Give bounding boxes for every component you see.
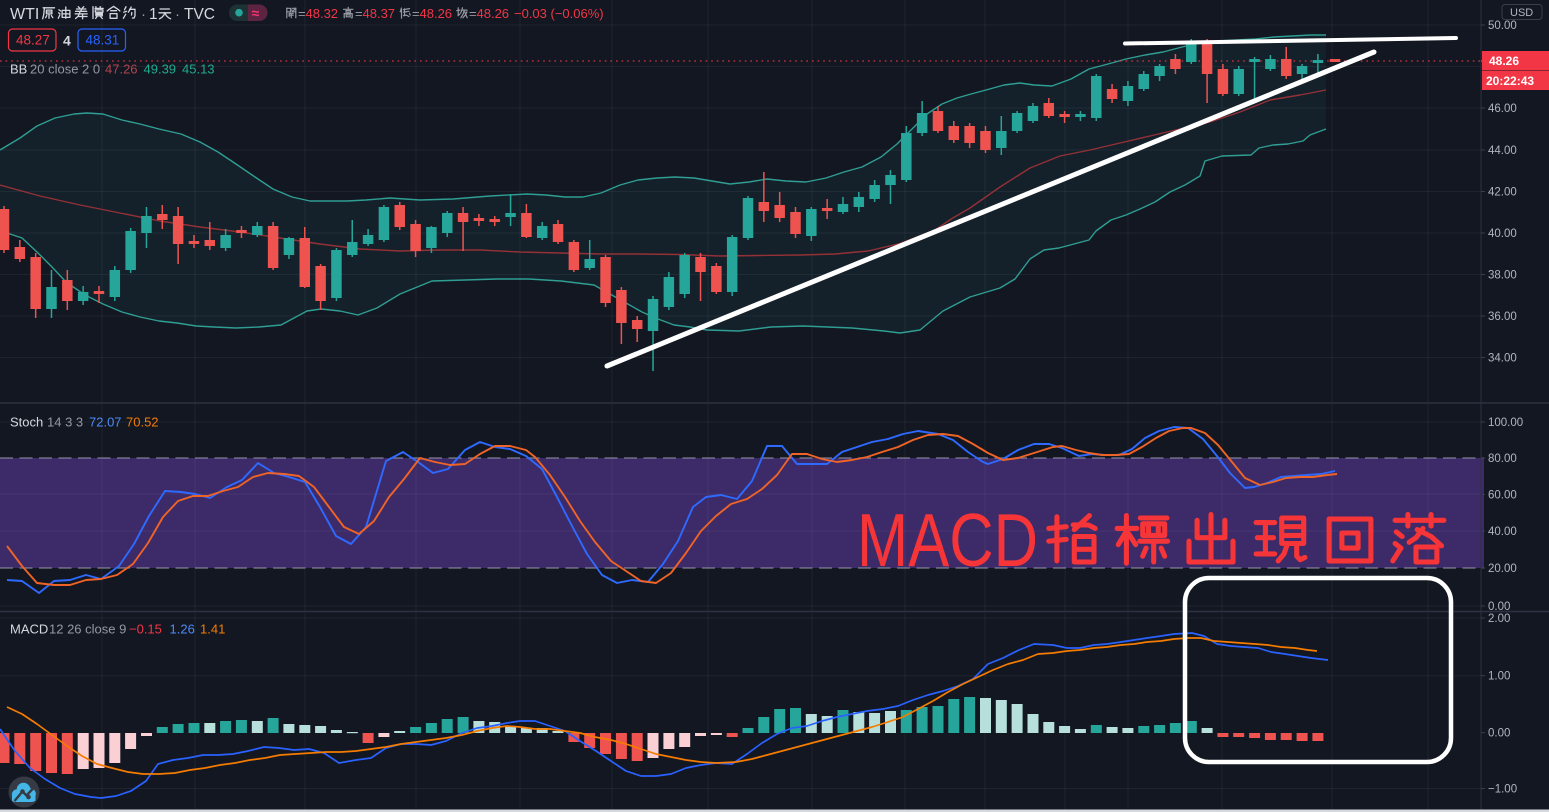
svg-text:MACD: MACD — [857, 498, 1038, 582]
svg-text:40.00: 40.00 — [1488, 526, 1517, 538]
svg-text:47.26: 47.26 — [105, 62, 138, 77]
svg-text:BB: BB — [10, 62, 27, 77]
svg-text:20:22:43: 20:22:43 — [1486, 74, 1534, 88]
svg-text:2.00: 2.00 — [1488, 613, 1510, 625]
svg-text:48.37: 48.37 — [363, 6, 396, 21]
svg-text:46.00: 46.00 — [1488, 103, 1517, 115]
svg-text:40.00: 40.00 — [1488, 228, 1517, 240]
svg-text:1.26: 1.26 — [170, 622, 195, 637]
svg-text:USD: USD — [1510, 7, 1533, 19]
svg-text:100.00: 100.00 — [1488, 417, 1523, 429]
svg-text:48.26: 48.26 — [477, 6, 510, 21]
svg-text:48.31: 48.31 — [86, 33, 120, 48]
svg-text:0.00: 0.00 — [1488, 728, 1510, 740]
svg-text:MACD: MACD — [10, 622, 48, 637]
svg-text:=: = — [412, 6, 420, 21]
svg-text:−0.03 (−0.06%): −0.03 (−0.06%) — [514, 6, 604, 21]
svg-text:50.00: 50.00 — [1488, 20, 1517, 32]
svg-text:1: 1 — [149, 6, 158, 23]
svg-text:·: · — [141, 6, 146, 23]
svg-text:=: = — [469, 6, 477, 21]
svg-text:60.00: 60.00 — [1488, 490, 1517, 502]
svg-text:−0.15: −0.15 — [129, 622, 162, 637]
svg-text:48.26: 48.26 — [1489, 54, 1519, 68]
svg-text:48.32: 48.32 — [306, 6, 339, 21]
svg-text:TVC: TVC — [184, 6, 215, 23]
svg-text:=: = — [298, 6, 306, 21]
svg-text:0.00: 0.00 — [1488, 601, 1510, 613]
svg-text:38.00: 38.00 — [1488, 270, 1517, 282]
svg-text:−1.00: −1.00 — [1488, 784, 1517, 796]
svg-text:42.00: 42.00 — [1488, 187, 1517, 199]
svg-text:≈: ≈ — [252, 5, 260, 21]
svg-text:36.00: 36.00 — [1488, 311, 1517, 323]
svg-text:WTI: WTI — [10, 6, 39, 23]
svg-text:4: 4 — [63, 33, 71, 49]
svg-text:=: = — [355, 6, 363, 21]
svg-text:44.00: 44.00 — [1488, 145, 1517, 157]
svg-text:48.26: 48.26 — [420, 6, 453, 21]
svg-text:20 close 2 0: 20 close 2 0 — [30, 62, 100, 77]
svg-text:72.07: 72.07 — [89, 415, 122, 430]
svg-text:·: · — [175, 6, 180, 23]
svg-text:1.41: 1.41 — [200, 622, 225, 637]
svg-text:20.00: 20.00 — [1488, 563, 1517, 575]
svg-text:1.00: 1.00 — [1488, 671, 1510, 683]
svg-text:34.00: 34.00 — [1488, 353, 1517, 365]
svg-text:45.13: 45.13 — [182, 62, 215, 77]
svg-text:Stoch: Stoch — [10, 415, 43, 430]
svg-text:80.00: 80.00 — [1488, 453, 1517, 465]
svg-text:70.52: 70.52 — [126, 415, 159, 430]
svg-text:49.39: 49.39 — [144, 62, 177, 77]
svg-text:12 26 close 9: 12 26 close 9 — [49, 622, 126, 637]
svg-text:14 3 3: 14 3 3 — [47, 415, 83, 430]
svg-text:48.27: 48.27 — [16, 33, 50, 48]
